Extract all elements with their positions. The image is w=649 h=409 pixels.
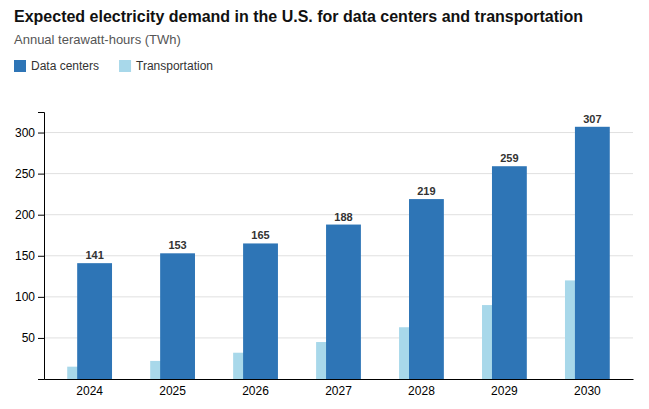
x-tick-label: 2024 [76,384,103,398]
legend-item: Transportation [119,59,213,73]
y-tick-label: 50 [22,331,36,345]
x-tick: 2026 [242,384,269,398]
x-tick-label: 2029 [491,384,518,398]
y-tick-label: 250 [15,167,35,181]
grid-line [44,173,633,174]
x-axis: 2024 2025 2026 2027 2028 2029 2030 [45,380,634,398]
y-tick: 150 [15,249,44,263]
grid-line [44,132,633,133]
bar [326,225,361,379]
y-tick-mark [38,338,44,339]
title: Expected electricity demand in the U.S. … [14,8,583,25]
y-tick-label: 100 [15,290,35,304]
bar [77,263,112,379]
bar [160,253,195,379]
y-tick-mark [38,215,44,216]
legend-label: Data centers [31,59,99,73]
y-axis: 50 100 150 200 250 300 [15,113,45,380]
y-axis-line [38,113,45,380]
y-tick-mark [38,174,44,175]
y-tick: 200 [15,208,44,222]
legend-item: Data centers [14,59,99,73]
y-tick: 50 [22,331,44,345]
series [77,127,610,379]
data-label: 188 [334,211,352,223]
data-label: 153 [168,239,186,251]
x-tick: 2029 [491,384,518,398]
x-tick: 2028 [408,384,435,398]
y-tick: 300 [15,126,44,140]
bars [67,127,610,379]
data-label: 219 [417,185,435,197]
y-tick-label: 150 [15,249,35,263]
y-tick-label: 200 [15,208,35,222]
x-tick: 2027 [325,384,352,398]
x-tick-label: 2027 [325,384,352,398]
y-tick: 100 [15,290,44,304]
subtitle: Annual terawatt-hours (TWh) [14,32,181,47]
plot: 2024 2025 2026 2027 2028 2029 2030 50 100 150 200 2… [15,113,634,398]
data-labels: 141 153 165 188 219 259 307 [85,113,601,261]
legend-swatch [14,60,26,72]
x-axis-line [45,379,634,380]
data-label: 141 [85,249,103,261]
x-tick-label: 2026 [242,384,269,398]
x-tick: 2024 [76,384,103,398]
data-label: 259 [500,152,518,164]
chart: Expected electricity demand in the U.S. … [0,0,649,409]
x-tick: 2025 [159,384,186,398]
x-tick: 2030 [574,384,601,398]
bar [243,243,278,379]
legend-label: Transportation [136,59,213,73]
bar [409,199,444,379]
legend-swatch [119,60,131,72]
legend: Data centers Transportation [14,59,213,73]
y-tick-mark [38,297,44,298]
x-tick-label: 2030 [574,384,601,398]
bar [575,127,610,379]
data-label: 165 [251,229,269,241]
y-tick: 250 [15,167,44,181]
bar [492,166,527,379]
y-tick-label: 300 [15,126,35,140]
y-tick-mark [38,256,44,257]
x-tick-label: 2025 [159,384,186,398]
y-tick-mark [38,133,44,134]
data-label: 307 [583,113,601,125]
x-tick-label: 2028 [408,384,435,398]
